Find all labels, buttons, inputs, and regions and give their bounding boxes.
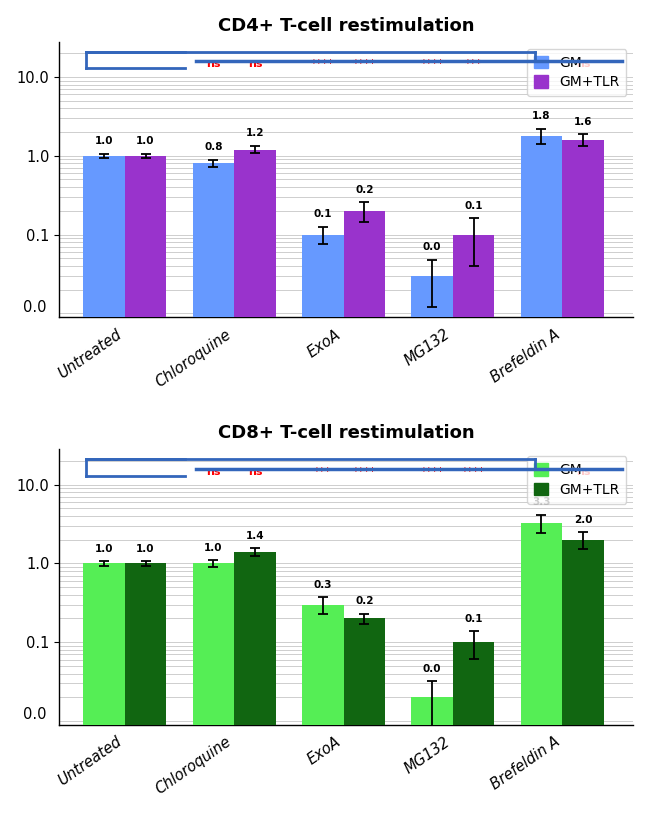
Text: 0.1: 0.1	[464, 614, 483, 624]
Text: 0.2: 0.2	[355, 597, 374, 606]
Text: 1.2: 1.2	[246, 129, 264, 138]
Bar	[453, 642, 495, 814]
Text: 0.8: 0.8	[204, 142, 222, 152]
Bar	[521, 136, 562, 814]
Text: ****: ****	[462, 467, 486, 477]
Text: ns: ns	[248, 59, 262, 69]
Bar	[343, 619, 385, 814]
Legend: GM, GM+TLR: GM, GM+TLR	[527, 49, 627, 96]
Bar	[302, 605, 343, 814]
Text: ns: ns	[206, 467, 220, 477]
Text: ns: ns	[576, 59, 590, 69]
Bar	[343, 211, 385, 814]
Text: ****: ****	[421, 467, 444, 477]
Text: 1.0: 1.0	[95, 136, 113, 147]
Bar	[453, 234, 495, 814]
Bar	[83, 155, 125, 814]
Text: ns: ns	[576, 467, 590, 477]
Text: 1.0: 1.0	[136, 136, 155, 147]
Text: 1.8: 1.8	[532, 112, 551, 121]
Text: 0.2: 0.2	[355, 185, 374, 195]
Text: ****: ****	[421, 59, 444, 69]
Text: 0.0: 0.0	[23, 707, 46, 722]
Text: 1.0: 1.0	[204, 543, 222, 553]
Bar	[562, 540, 604, 814]
Bar	[411, 698, 453, 814]
Legend: GM, GM+TLR: GM, GM+TLR	[527, 457, 627, 504]
Bar	[125, 563, 166, 814]
Text: 0.1: 0.1	[313, 209, 332, 219]
Text: 1.0: 1.0	[95, 544, 113, 554]
Text: ***: ***	[314, 467, 332, 477]
Bar	[302, 234, 343, 814]
Text: 3.3: 3.3	[532, 497, 551, 507]
Bar	[562, 140, 604, 814]
Text: 0.0: 0.0	[423, 242, 441, 252]
Text: ns: ns	[534, 467, 549, 477]
Title: CD8+ T-cell restimulation: CD8+ T-cell restimulation	[218, 424, 474, 442]
Text: 1.6: 1.6	[574, 116, 592, 126]
Bar	[192, 563, 234, 814]
Text: 0.3: 0.3	[313, 580, 332, 590]
Bar	[83, 563, 125, 814]
Bar	[411, 276, 453, 814]
Text: ****: ****	[311, 59, 335, 69]
Text: 0.1: 0.1	[464, 201, 483, 211]
Text: ****: ****	[352, 59, 376, 69]
Text: 1.4: 1.4	[246, 531, 264, 540]
Text: ns: ns	[248, 467, 262, 477]
Text: ***: ***	[465, 59, 482, 69]
Text: 0.0: 0.0	[23, 300, 46, 314]
Text: 2.0: 2.0	[574, 514, 592, 525]
Text: 1.0: 1.0	[136, 544, 155, 554]
Text: ****: ****	[352, 467, 376, 477]
Text: ns: ns	[534, 59, 549, 69]
Bar	[234, 150, 276, 814]
Bar	[521, 523, 562, 814]
Bar	[125, 155, 166, 814]
Bar	[234, 552, 276, 814]
Text: ns: ns	[206, 59, 220, 69]
Text: 0.0: 0.0	[423, 663, 441, 673]
Title: CD4+ T-cell restimulation: CD4+ T-cell restimulation	[218, 16, 474, 35]
Bar	[192, 164, 234, 814]
